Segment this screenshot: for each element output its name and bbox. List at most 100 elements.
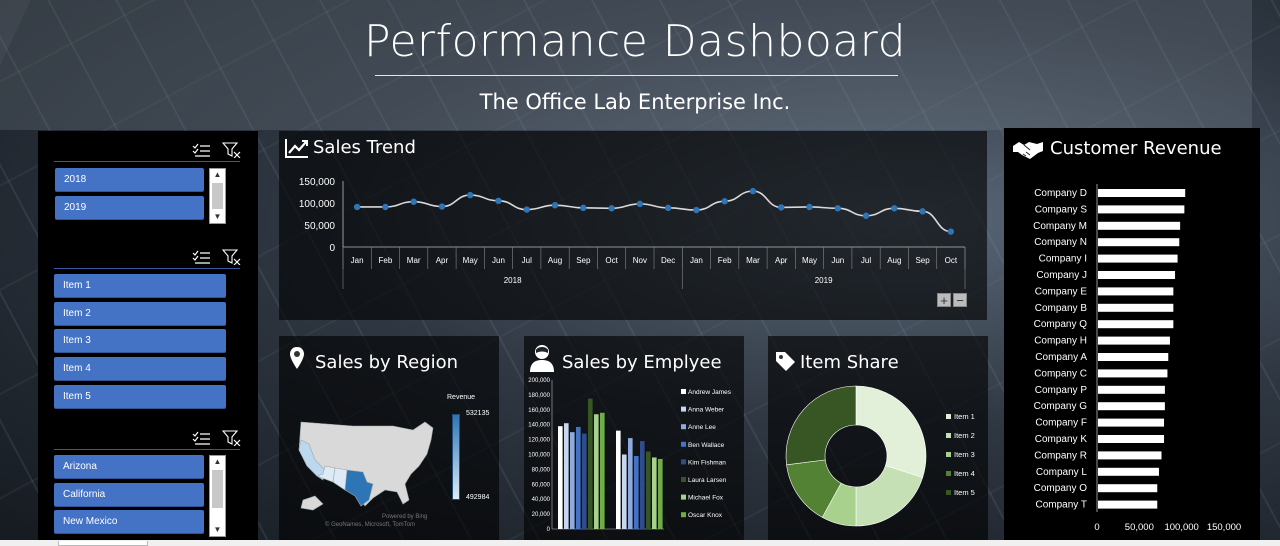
category-label: Company S [1035,204,1088,215]
revenue-bar [1098,271,1176,279]
sales-by-employee-title: Sales by Emplyee [562,352,722,373]
slicer-item-5[interactable]: Item 5 [54,385,226,409]
slicer-item-3[interactable]: Item 3 [54,329,226,353]
legend-label: Ben Wallace [688,442,725,449]
zoom-out-button[interactable]: − [953,293,967,308]
category-label: Company H [1034,336,1087,347]
slicer-state-arizona[interactable]: Arizona [54,455,204,479]
clear-filter-icon[interactable] [222,142,242,158]
scroll-down-icon[interactable]: ▼ [213,525,222,534]
x-tick-label: Jun [831,256,844,265]
slicer-item-1[interactable]: Item 1 [54,274,226,298]
trend-line [357,190,951,233]
legend-swatch [681,424,686,430]
scroll-thumb[interactable] [212,183,223,209]
x-tick-label: Feb [379,256,393,265]
state-slicer-scrollbar[interactable]: ▲ ▼ [209,455,226,537]
slicer-year-2019[interactable]: 2019 [55,196,204,220]
sales-by-region-title: Sales by Region [315,352,459,373]
year-slicer-scrollbar[interactable]: ▲ ▼ [209,168,226,224]
legend-swatch [946,414,951,419]
x-tick-label: Mar [407,256,421,265]
x-tick-label: 150,000 [1207,522,1241,533]
trend-point [834,205,841,212]
slicer-state-california[interactable]: California [54,483,204,507]
clear-filter-icon[interactable] [222,249,242,265]
trend-point [495,197,502,204]
x-tick-label: Aug [548,256,562,265]
us-map [298,421,434,511]
y-tick-label: 50,000 [304,221,335,232]
revenue-bar [1098,336,1170,345]
employee-bar [646,451,651,529]
scroll-thumb[interactable] [212,470,223,508]
employee-bar [576,426,581,529]
y-tick-label: 180,000 [528,393,550,399]
year-group-label: 2019 [815,276,833,285]
category-label: Company F [1035,418,1087,429]
zoom-in-button[interactable]: + [937,293,951,308]
slicer-item-4[interactable]: Item 4 [54,357,226,381]
sales-trend-title: Sales Trend [313,137,416,158]
revenue-bar [1098,320,1174,329]
slicer-state-new-mexico[interactable]: New Mexico [54,510,204,534]
employee-bar [628,438,633,529]
trend-point [947,228,955,235]
category-label: Company T [1035,500,1087,511]
y-tick-label: 40,000 [532,497,551,503]
multi-select-icon[interactable] [192,430,212,446]
revenue-max-label: 532135 [466,410,490,417]
revenue-bar [1098,484,1158,493]
share-slice [855,465,923,527]
employee-bar [588,398,593,529]
category-label: Company R [1034,450,1087,461]
x-tick-label: Oct [945,256,958,265]
x-tick-label: Jul [861,256,871,265]
x-tick-label: 100,000 [1164,522,1198,533]
title-divider [375,75,898,76]
legend-swatch [946,471,951,476]
x-tick-label: Sep [915,256,930,265]
customer-revenue-chart: Company D Company S Company M Company N Comp… [1033,184,1241,533]
trend-point [862,212,870,219]
legend-label: Item 1 [954,412,975,421]
revenue-bar [1098,287,1174,296]
legend-swatch [681,459,686,465]
y-tick-label: 160,000 [528,408,550,414]
x-tick-label: Sep [576,256,591,265]
category-label: Company O [1034,483,1088,494]
x-tick-label: Oct [605,256,618,265]
multi-select-icon[interactable] [192,142,212,158]
sheet-tab[interactable] [58,541,148,546]
legend-label: Laura Larsen [688,477,727,484]
multi-select-icon[interactable] [192,249,212,265]
employee-bar [600,412,605,529]
y-tick-label: 150,000 [299,177,336,188]
y-tick-label: 100,000 [299,199,336,210]
trend-point [523,206,530,213]
page-title: Performance Dashboard [363,16,907,67]
legend-label: Item 2 [954,431,975,440]
title-banner [0,0,1252,130]
scroll-down-icon[interactable]: ▼ [213,212,222,221]
revenue-bar [1098,467,1159,476]
clear-filter-icon[interactable] [222,430,242,446]
trend-point [382,203,389,211]
trend-point [891,205,898,212]
trend-point [919,208,926,215]
slicer-item-2[interactable]: Item 2 [54,302,226,326]
slicer-year-2018[interactable]: 2018 [55,168,204,192]
employee-bar [634,455,639,529]
scroll-up-icon[interactable]: ▲ [213,457,222,466]
scroll-up-icon[interactable]: ▲ [213,170,222,179]
x-tick-label: 50,000 [1125,522,1154,533]
x-tick-label: Jul [522,256,532,265]
x-tick-label: Jan [690,256,703,265]
handshake-icon [1013,142,1043,159]
trend-point [580,204,587,212]
trend-point [636,200,644,208]
x-tick-label: May [463,256,478,265]
employee-bar [658,458,663,529]
trend-point [721,198,728,205]
y-tick-label: 200,000 [528,378,550,384]
